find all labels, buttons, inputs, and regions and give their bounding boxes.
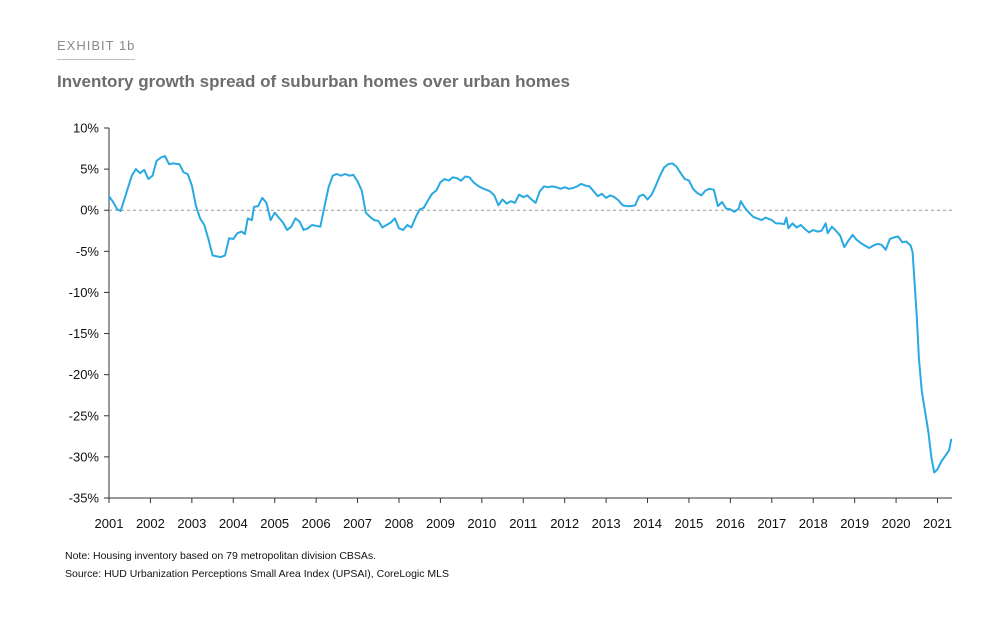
y-tick-label: 5% [80,162,99,177]
x-tick-label: 2016 [716,516,745,531]
x-tick-label: 2003 [177,516,206,531]
x-tick-label: 2009 [426,516,455,531]
x-tick-label: 2015 [674,516,703,531]
x-tick-label: 2012 [550,516,579,531]
y-tick-label: 0% [80,203,99,218]
x-tick-label: 2001 [95,516,124,531]
x-tick-label: 2010 [467,516,496,531]
x-tick-label: 2007 [343,516,372,531]
y-tick-label: -15% [69,326,100,341]
x-tick-label: 2005 [260,516,289,531]
y-tick-label: -20% [69,367,100,382]
exhibit-label: EXHIBIT 1b [57,38,136,53]
y-tick-label: -30% [69,449,100,464]
x-tick-label: 2019 [840,516,869,531]
chart-title: Inventory growth spread of suburban home… [57,72,570,91]
x-tick-label: 2013 [592,516,621,531]
y-axis: 10% 5% 0% -5% -10% -15% -20% -25% -30% -35% [69,121,110,506]
y-tick-label: -5% [76,244,100,259]
chart-notes: Note: Housing inventory based on 79 metr… [65,547,449,583]
x-tick-label: 2018 [799,516,828,531]
x-tick-label: 2014 [633,516,662,531]
plot-area [108,155,953,474]
x-tick-label: 2021 [923,516,952,531]
y-tick-label: 10% [73,121,99,136]
series-line [108,155,953,474]
x-tick-label: 2008 [385,516,414,531]
source-text: Source: HUD Urbanization Perceptions Sma… [65,568,449,580]
y-tick-label: -35% [69,491,100,506]
note-text: Note: Housing inventory based on 79 metr… [65,550,377,562]
x-tick-label: 2011 [509,516,537,531]
x-tick-label: 2004 [219,516,248,531]
x-tick-label: 2017 [757,516,786,531]
y-tick-label: -10% [69,285,100,300]
x-tick-label: 2006 [302,516,331,531]
x-axis: 2001 2002 2003 2004 2005 2006 2007 2008 2009 2010… [95,497,952,531]
x-tick-label: 2020 [882,516,911,531]
exhibit-divider [57,59,135,60]
x-tick-label: 2002 [136,516,165,531]
y-tick-label: -25% [69,408,100,423]
